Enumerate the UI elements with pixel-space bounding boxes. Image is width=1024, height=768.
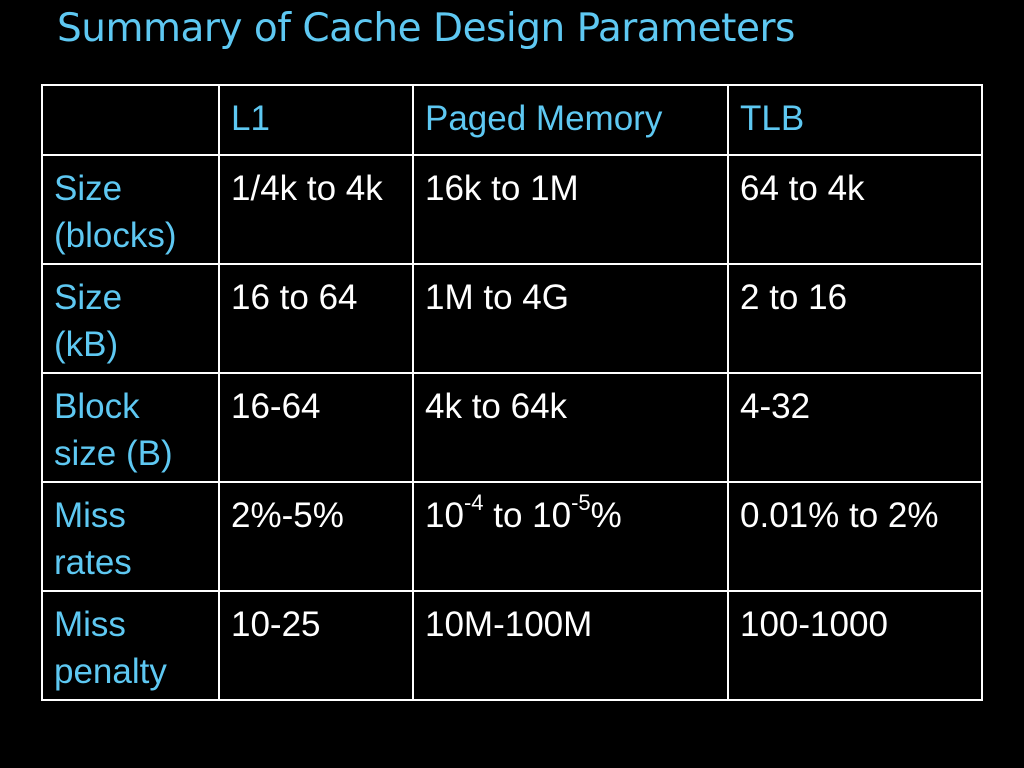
corner-cell: [41, 84, 220, 156]
cell-l1: 1/4k to 4k: [218, 154, 414, 265]
cell-tlb: 2 to 16: [727, 263, 983, 374]
miss-rate-connector: to 10: [483, 496, 572, 535]
cell-tlb: 100-1000: [727, 590, 983, 701]
header-tlb: TLB: [727, 84, 983, 156]
cell-tlb: 4-32: [727, 372, 983, 483]
cache-parameters-table: L1 Paged Memory TLB Size (blocks) 1/4k to…: [41, 84, 983, 701]
header-paged-memory: Paged Memory: [412, 84, 729, 156]
row-label: Block size (B): [41, 372, 220, 483]
row-label: Miss rates: [41, 481, 220, 592]
table-row-miss-penalty: Miss penalty 10-25 10M-100M 100-1000: [41, 590, 983, 701]
row-label-line: size (B): [54, 434, 173, 473]
row-label: Size (blocks): [41, 154, 220, 265]
miss-rate-base: 10: [425, 496, 464, 535]
cell-paged-memory: 1M to 4G: [412, 263, 729, 374]
table-row-miss-rates: Miss rates 2%-5% 10-4 to 10-5% 0.01% to 2…: [41, 481, 983, 592]
row-label-line: rates: [54, 543, 132, 582]
row-label-line: Miss: [54, 496, 126, 535]
cell-l1: 2%-5%: [218, 481, 414, 592]
cell-l1: 16-64: [218, 372, 414, 483]
header-l1: L1: [218, 84, 414, 156]
cell-l1: 16 to 64: [218, 263, 414, 374]
miss-rate-suffix: %: [590, 496, 622, 535]
miss-rate-exponent: -4: [463, 490, 484, 516]
slide-title: Summary of Cache Design Parameters: [57, 6, 795, 51]
row-label-line: (kB): [54, 325, 119, 364]
row-label: Miss penalty: [41, 590, 220, 701]
cell-paged-memory: 16k to 1M: [412, 154, 729, 265]
row-label-line: Size: [54, 278, 123, 317]
cell-paged-memory: 4k to 64k: [412, 372, 729, 483]
row-label-line: Block: [54, 387, 140, 426]
cell-paged-memory: 10-4 to 10-5%: [412, 481, 729, 592]
row-label-line: (blocks): [54, 216, 177, 255]
cell-tlb: 64 to 4k: [727, 154, 983, 265]
row-label-line: Miss: [54, 605, 126, 644]
cell-tlb: 0.01% to 2%: [727, 481, 983, 592]
row-label-line: Size: [54, 169, 123, 208]
cell-paged-memory: 10M-100M: [412, 590, 729, 701]
table-row-size-blocks: Size (blocks) 1/4k to 4k 16k to 1M 64 to …: [41, 154, 983, 265]
cell-l1: 10-25: [218, 590, 414, 701]
miss-rate-exponent: -5: [571, 490, 591, 516]
table-row-block-size: Block size (B) 16-64 4k to 64k 4-32: [41, 372, 983, 483]
row-label: Size (kB): [41, 263, 220, 374]
row-label-line: penalty: [54, 652, 167, 691]
table-row-size-kb: Size (kB) 16 to 64 1M to 4G 2 to 16: [41, 263, 983, 374]
table-header-row: L1 Paged Memory TLB: [41, 84, 983, 156]
